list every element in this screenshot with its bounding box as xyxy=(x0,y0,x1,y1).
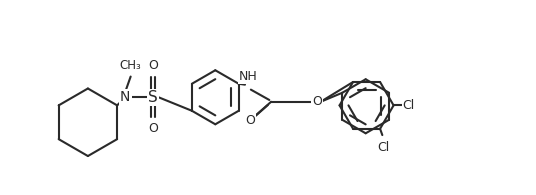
Text: O: O xyxy=(148,122,158,136)
Text: O: O xyxy=(148,59,158,72)
Text: NH: NH xyxy=(239,70,258,83)
Text: O: O xyxy=(245,114,255,127)
Text: S: S xyxy=(148,90,158,105)
Text: CH₃: CH₃ xyxy=(120,59,142,72)
Text: N: N xyxy=(120,90,130,104)
Text: O: O xyxy=(312,95,322,108)
Text: Cl: Cl xyxy=(403,99,415,112)
Text: Cl: Cl xyxy=(377,141,389,154)
